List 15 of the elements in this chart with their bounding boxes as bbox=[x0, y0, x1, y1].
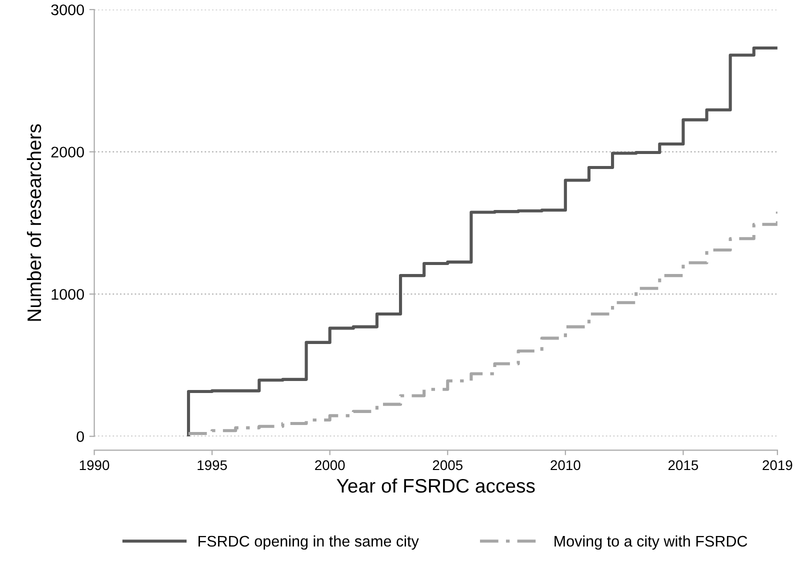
x-tick-label: 2015 bbox=[668, 460, 698, 470]
x-tick-label: 2010 bbox=[550, 460, 580, 470]
legend-label: FSRDC opening in the same city bbox=[198, 535, 419, 550]
x-tick-label: 1990 bbox=[80, 460, 110, 470]
y-tick-label: 0 bbox=[76, 431, 84, 442]
y-tick-label: 3000 bbox=[51, 4, 84, 16]
y-tick-label: 1000 bbox=[52, 288, 84, 300]
y-tick-label: 2000 bbox=[51, 146, 84, 158]
x-tick-label: 2019 bbox=[762, 460, 792, 470]
x-tick-label: 1995 bbox=[198, 460, 227, 470]
y-axis-title: Number of researchers bbox=[26, 124, 42, 321]
x-tick-label: 2005 bbox=[432, 460, 462, 470]
legend-label: Moving to a city with FSRDC bbox=[554, 535, 748, 550]
x-axis-title: Year of FSRDC access bbox=[336, 478, 535, 493]
x-tick-label: 2000 bbox=[315, 460, 345, 470]
